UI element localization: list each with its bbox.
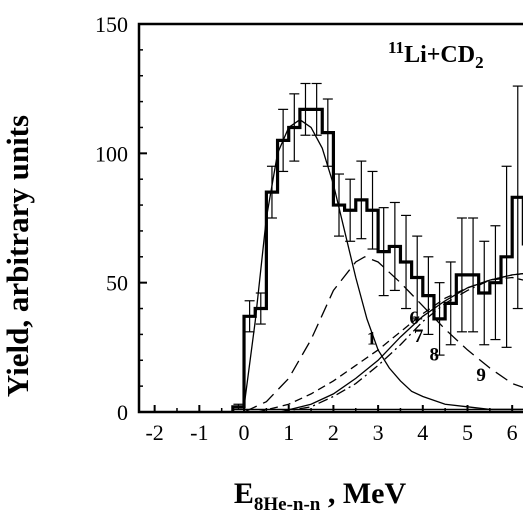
tick-labels: -2 -1 0 1 2 3 4 5 6 0 50 100 150 <box>95 12 518 445</box>
annotation-superscript: 11 <box>388 38 404 57</box>
plot-frame <box>137 22 523 414</box>
curve-label: 6 <box>409 308 419 329</box>
y-tick-label: 50 <box>106 271 128 296</box>
curve-label: 1 <box>367 329 377 350</box>
histogram <box>231 82 523 412</box>
y-axis-label: Yield, arbitrary units <box>0 114 35 398</box>
fit-curves <box>235 118 523 413</box>
x-axis-label-subscript: 8He-n-n <box>254 494 321 513</box>
x-tick-label: 2 <box>328 420 339 445</box>
x-tick-label: 4 <box>417 420 428 445</box>
x-tick-label: 1 <box>283 420 294 445</box>
x-axis-label-unit: , MeV <box>320 477 406 510</box>
y-tick-label: 0 <box>117 400 128 425</box>
annotation-main: Li+CD <box>404 42 475 68</box>
x-tick-label: 3 <box>373 420 384 445</box>
curve-label: 9 <box>476 365 486 386</box>
fit-curve-3 <box>257 276 523 413</box>
reaction-annotation: 11Li+CD2 <box>388 38 484 72</box>
x-tick-label: 6 <box>507 420 518 445</box>
axis-ticks <box>139 23 514 413</box>
x-axis-label: E8He-n-n , MeV <box>234 477 407 513</box>
y-tick-label: 150 <box>95 12 128 37</box>
histogram-steps <box>231 107 523 412</box>
x-tick-label: 5 <box>462 420 473 445</box>
x-tick-label: -2 <box>145 420 163 445</box>
annotation-subscript: 2 <box>475 53 484 72</box>
fit-curve-0 <box>243 118 523 411</box>
y-tick-label: 100 <box>95 141 128 166</box>
x-tick-label: 0 <box>239 420 250 445</box>
x-axis-label-main: E <box>234 477 254 510</box>
curve-label: 8 <box>430 344 440 365</box>
x-tick-label: -1 <box>190 420 208 445</box>
fit-curve-1 <box>243 256 523 413</box>
curve-label: 7 <box>414 326 424 347</box>
curve-labels: 1 678 9 <box>367 308 486 386</box>
